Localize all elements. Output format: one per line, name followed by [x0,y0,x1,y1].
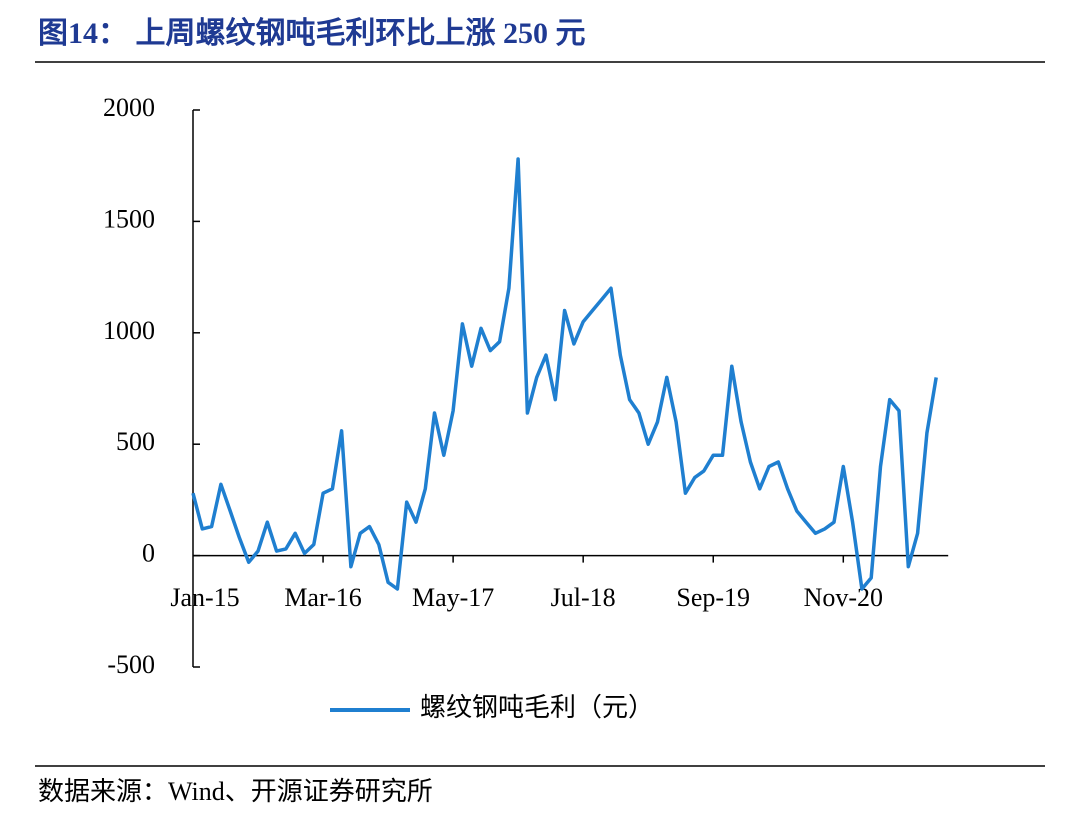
x-tick-label: Sep-19 [676,583,750,612]
series-line [191,157,938,591]
x-tick-label: Jul-18 [551,583,616,612]
x-tick-label: Nov-20 [804,583,883,612]
y-tick-label: 500 [116,427,155,456]
y-tick-label: 1500 [103,204,155,233]
x-tick-label: May-17 [412,583,494,612]
y-tick-label: 2000 [103,93,155,122]
source: 数据来源：Wind、开源证券研究所 [38,777,433,806]
x-tick-label: Mar-16 [284,583,361,612]
legend-label: 螺纹钢吨毛利（元） [420,693,654,722]
y-tick-label: 0 [142,539,155,568]
chart-title: 图14： 上周螺纹钢吨毛利环比上涨 250 元 [38,17,586,50]
x-tick-label: Jan-15 [170,583,239,612]
y-tick-label: 1000 [103,316,155,345]
y-tick-label: -500 [107,650,155,679]
